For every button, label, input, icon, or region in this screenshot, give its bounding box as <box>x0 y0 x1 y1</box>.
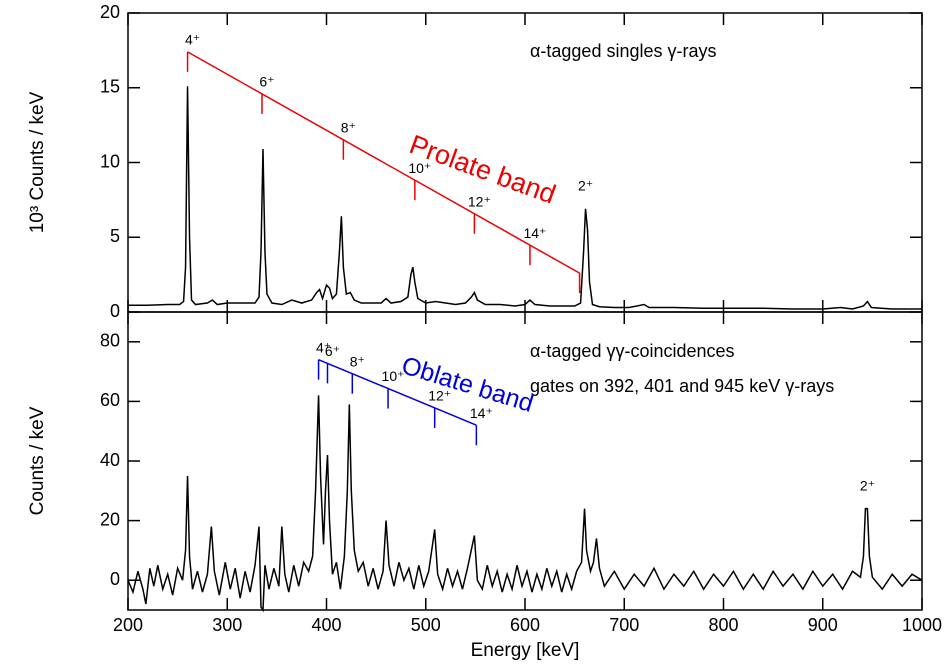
y-tick-label: 40 <box>100 450 120 470</box>
spectrum <box>128 86 922 310</box>
annotation: α-tagged singles γ-rays <box>530 41 717 61</box>
spin-label: 10⁺ <box>408 160 431 176</box>
x-axis-label: Energy [keV] <box>471 640 580 661</box>
spin-label: 6⁺ <box>259 74 274 90</box>
spin-label: 10⁺ <box>382 368 405 384</box>
spin-label: 8⁺ <box>350 353 365 369</box>
annotation: α-tagged γγ-coincidences <box>530 341 735 361</box>
spin-label: 4⁺ <box>316 339 331 355</box>
y-tick-label: 20 <box>100 2 120 22</box>
spin-label: 4⁺ <box>185 32 200 48</box>
spin-label: 12⁺ <box>428 388 451 404</box>
y-axis-label: Counts / keV <box>27 406 48 515</box>
y-tick-label: 10 <box>100 151 120 171</box>
spectrum <box>127 395 923 613</box>
x-tick-label: 900 <box>808 615 838 635</box>
x-tick-label: 700 <box>609 615 639 635</box>
y-tick-label: 5 <box>110 226 120 246</box>
y-tick-label: 0 <box>110 569 120 589</box>
x-tick-label: 400 <box>311 615 341 635</box>
x-tick-label: 1000 <box>902 615 942 635</box>
band-line <box>187 51 580 274</box>
annotation: gates on 392, 401 and 945 keV γ-rays <box>530 376 834 396</box>
spin-label: 8⁺ <box>341 120 356 136</box>
y-tick-label: 15 <box>100 77 120 97</box>
band-line <box>318 358 477 426</box>
y-tick-label: 0 <box>110 301 120 321</box>
spin-label: 14⁺ <box>523 225 546 241</box>
y-axis-label: 10³ Counts / keV <box>27 91 48 233</box>
y-tick-label: 20 <box>100 509 120 529</box>
spin-label: 12⁺ <box>468 193 491 209</box>
y-tick-label: 80 <box>100 331 120 351</box>
x-tick-label: 800 <box>708 615 738 635</box>
spin-label: 14⁺ <box>470 405 493 421</box>
spin-label: 6⁺ <box>325 343 340 359</box>
x-tick-label: 600 <box>510 615 540 635</box>
x-tick-label: 500 <box>411 615 441 635</box>
y-tick-label: 60 <box>100 390 120 410</box>
peak-label: 2⁺ <box>578 178 593 194</box>
x-tick-label: 300 <box>212 615 242 635</box>
bottom-frame <box>127 311 923 611</box>
band-label: Oblate band <box>398 351 536 418</box>
peak-label: 2⁺ <box>860 477 875 493</box>
top-frame <box>127 12 923 313</box>
x-tick-label: 200 <box>113 615 143 635</box>
